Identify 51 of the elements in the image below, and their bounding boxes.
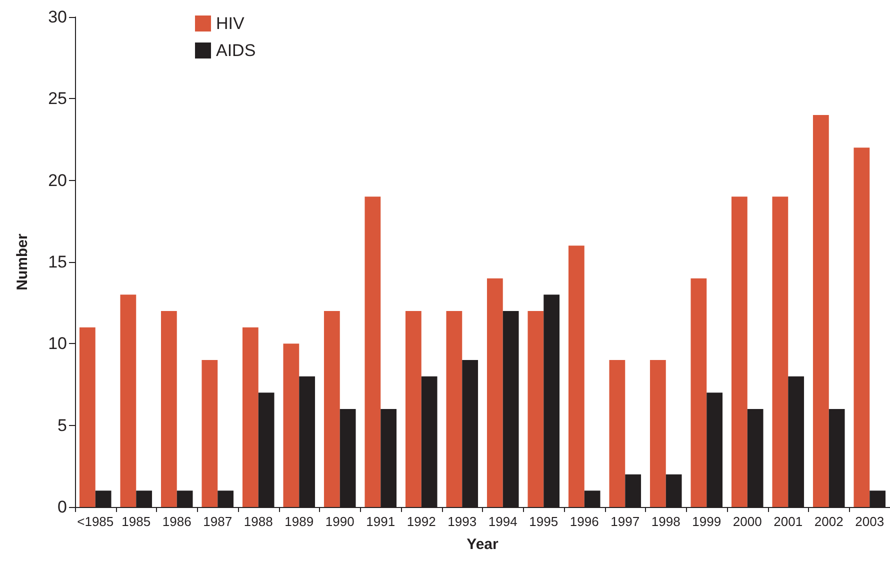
bar	[120, 294, 136, 507]
x-tick-label: 2000	[732, 514, 762, 529]
y-tick-label: 10	[48, 334, 67, 354]
x-tick-label: 1995	[529, 514, 558, 529]
x-tick-label: 1988	[244, 514, 273, 529]
bar	[242, 327, 258, 507]
x-tick-label: 2003	[855, 514, 884, 529]
bar	[812, 115, 829, 507]
x-tick-label: 2002	[814, 514, 844, 529]
bar	[568, 246, 584, 507]
bar	[854, 148, 870, 507]
bar	[79, 327, 96, 507]
x-tick-label: 1999	[692, 514, 722, 529]
bar	[324, 311, 340, 507]
bar	[690, 278, 707, 507]
y-tick-label: 25	[48, 89, 67, 108]
y-tick-label: 5	[58, 416, 67, 435]
bar	[160, 311, 177, 507]
bar	[609, 360, 626, 507]
x-tick-label: <1985	[77, 514, 114, 529]
x-tick-label: 1997	[610, 514, 640, 529]
x-tick-label: 1985	[122, 514, 151, 529]
bar	[202, 360, 218, 507]
bar	[731, 196, 748, 507]
bar	[283, 344, 300, 507]
x-tick-label: 1994	[488, 514, 518, 529]
x-tick-label: 1986	[162, 514, 192, 529]
bar	[486, 278, 503, 507]
bar	[446, 311, 462, 507]
x-axis-title: Year	[466, 536, 499, 553]
x-tick-label: 1987	[203, 514, 232, 529]
x-tick-label: 1996	[570, 514, 599, 529]
x-tick-label: 1990	[325, 514, 354, 529]
y-tick-label: 0	[58, 498, 67, 516]
legend-label: AIDS	[216, 41, 256, 60]
x-tick-label: 2001	[774, 514, 803, 529]
y-tick-label: 30	[48, 8, 67, 26]
x-tick-label: 1991	[366, 514, 396, 529]
bar	[650, 360, 666, 507]
y-tick-label: 15	[48, 252, 67, 272]
x-tick-label: 1989	[284, 514, 314, 529]
y-axis-title: Number	[14, 234, 31, 290]
bar	[405, 311, 422, 507]
bar	[364, 196, 381, 507]
y-tick-label: 20	[48, 170, 67, 190]
x-tick-label: 1992	[406, 514, 436, 529]
bar	[772, 196, 788, 507]
x-tick-label: 1993	[448, 514, 477, 529]
x-tick-label: 1998	[651, 514, 680, 529]
bar	[528, 311, 544, 507]
legend-label: HIV	[216, 14, 245, 33]
